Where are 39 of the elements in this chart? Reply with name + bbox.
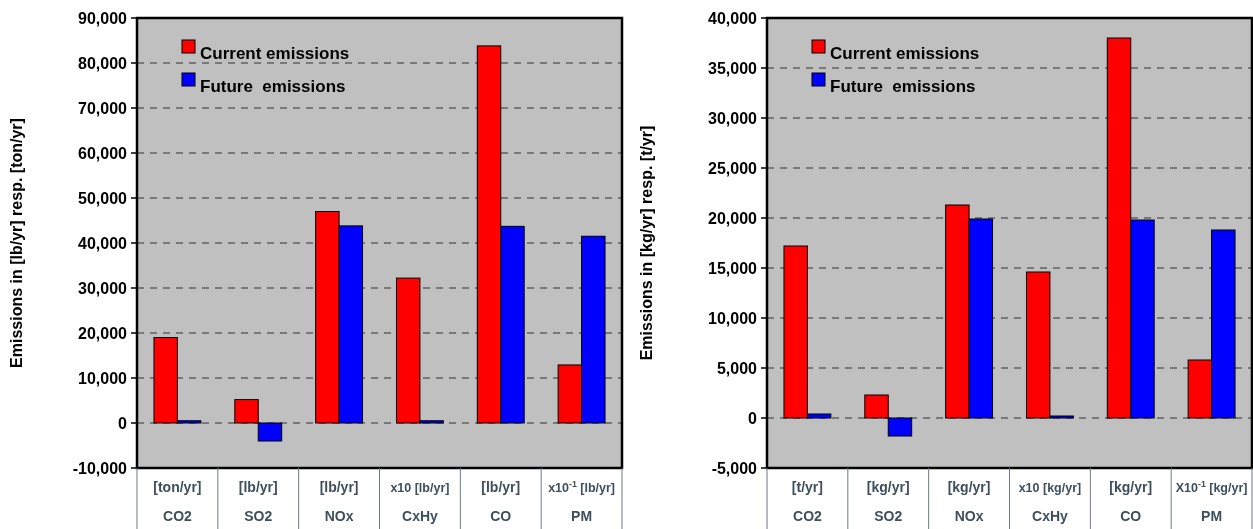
y-tick-label: 15,000 [708,259,758,277]
y-tick-label: 70,000 [78,99,128,117]
y-tick-label: -5,000 [711,459,758,477]
y-tick-label: 0 [748,409,758,427]
x-tick-label: [t/yr] CO2 [791,479,823,524]
x-tick-label: x10$^{-1}$ [lb/yr] PM [548,479,616,524]
legend-label: Current emissions [830,43,980,63]
y-tick-label: 0 [118,414,128,432]
legend-label: Future emissions [200,76,346,96]
y-tick-label: 80,000 [78,54,128,72]
y-tick-label: 30,000 [708,109,758,127]
x-tick-label: [kg/yr] NOx [947,479,991,524]
legend-label: Future emissions [830,76,976,96]
y-tick-label: 25,000 [708,159,758,177]
y-axis-title: Emissions in [lb/yr] resp. [ton/yr] [8,118,25,368]
x-tick-label: [lb/yr] CO [481,479,521,524]
x-tick-label: [kg/yr] SO2 [866,479,910,524]
y-tick-label: 35,000 [708,59,758,77]
y-tick-label: 60,000 [78,144,128,162]
x-tick-label: [kg/yr] CO [1109,479,1153,524]
y-tick-label: 10,000 [708,309,758,327]
y-tick-label: 90,000 [78,9,128,27]
x-tick-label: X10$^{-1}$ [kg/yr] PM [1175,479,1248,524]
y-tick-label: 40,000 [708,9,758,27]
y-tick-label: 20,000 [708,209,758,227]
y-tick-label: -10,000 [72,459,128,477]
x-tick-label: [lb/yr] NOx [319,479,359,524]
y-tick-label: 30,000 [78,279,128,297]
legend-label: Current emissions [200,43,350,63]
x-tick-label: [ton/yr] CO2 [153,479,202,524]
y-tick-label: 40,000 [78,234,128,252]
x-tick-label: x10 [kg/yr] CxHy [1018,481,1082,524]
y-tick-label: 20,000 [78,324,128,342]
y-tick-label: 10,000 [78,369,128,387]
x-tick-label: [lb/yr] SO2 [238,479,278,524]
x-tick-label: x10 [lb/yr] CxHy [390,481,450,524]
y-axis-title: Emissions in [kg/yr] resp. [t/yr] [638,125,655,361]
y-tick-label: 5,000 [716,359,758,377]
y-tick-label: 50,000 [78,189,128,207]
